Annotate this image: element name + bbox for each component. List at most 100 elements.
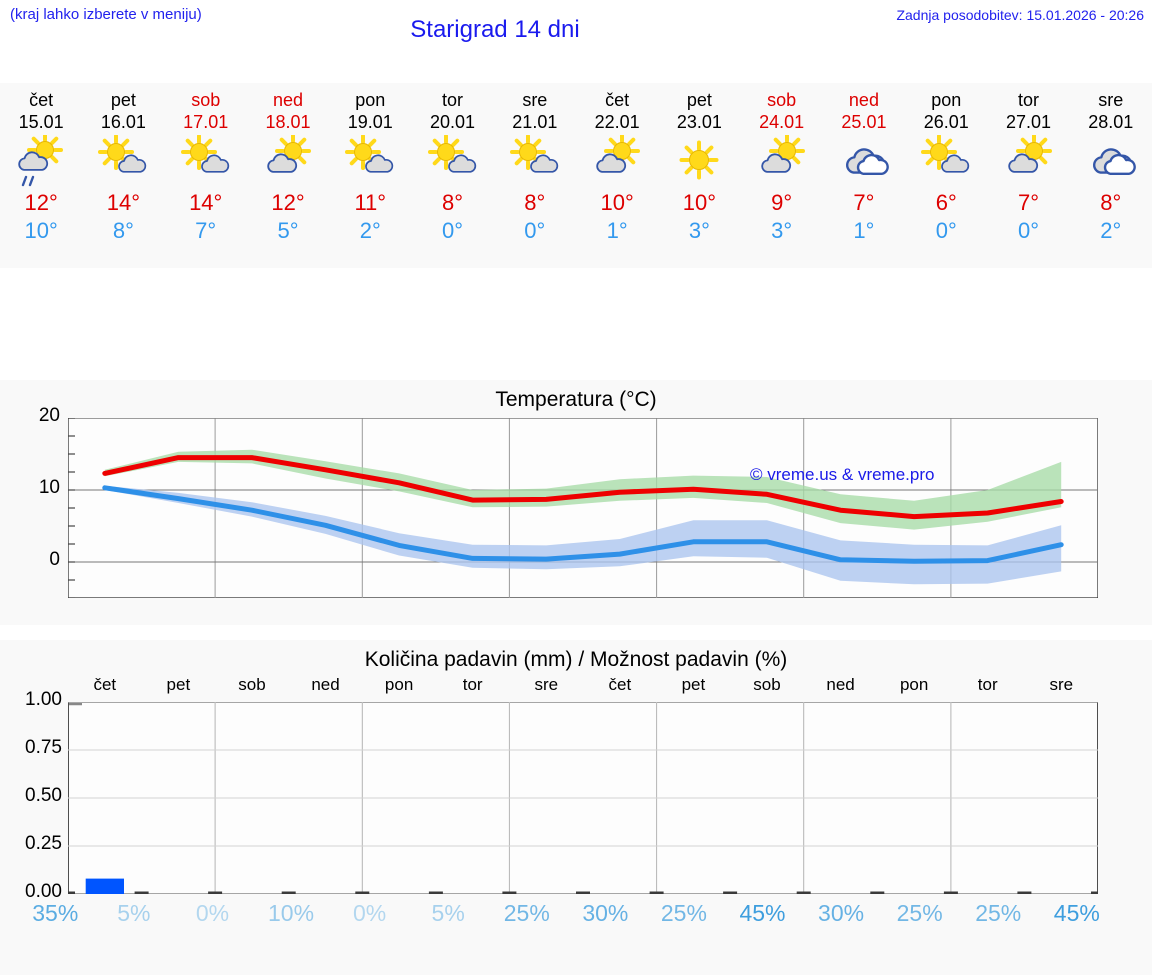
sun-cloud-icon [177,135,235,187]
temperature-y-tick-label: 20 [38,405,60,426]
min-temperature-value: 1° [606,218,628,243]
sun-cloud-icon [917,135,975,187]
precipitation-probability-value: 5% [117,900,151,926]
day-of-week-label: tor [1018,90,1040,110]
day-date-label: 16.01 [100,112,146,132]
min-temperature-value: 2° [359,218,381,243]
precipitation-y-tick-label: 0.50 [25,785,62,806]
temperature-chart: Temperatura (°C) 0 10 20 [0,380,1152,625]
temperature-band [104,449,1062,530]
precipitation-y-tick-label: 0.25 [25,833,62,854]
menu-hint-text: (kraj lahko izberete v meniju) [10,6,202,23]
max-temperature-value: 10° [682,190,717,215]
precipitation-day-label: pon [384,675,414,694]
cloud-sun-icon [588,135,646,187]
day-forecast-column[interactable]: sob 24.01 9° 3° [741,83,823,268]
day-forecast-column[interactable]: sre 28.01 8° 2° [1070,83,1152,268]
cloud-sun-icon [259,135,317,187]
day-forecast-column[interactable]: sre 21.01 8° 0° [494,83,576,268]
precipitation-day-labels: čet pet sob ned pon tor sre čet pet sob ned pon tor s… [68,675,1098,695]
precipitation-probability-value: 25% [896,900,943,926]
min-temperature-value: 0° [935,218,957,243]
day-forecast-column[interactable]: pet 23.01 10° 3° [658,83,740,268]
precipitation-probability-value: 45% [1053,900,1100,926]
cloud-sun-icon [753,135,811,187]
precipitation-probability-value: 0% [195,900,230,926]
precipitation-probability-value: 35% [32,900,79,926]
max-temperature-value: 9° [771,190,793,215]
day-of-week-label: pon [355,90,386,110]
precipitation-y-tick-label: 0.75 [25,737,62,758]
precipitation-probability-row: 35% 5% 0% 10% 0% 5% 25% 30% 25% 45% 30% 25% 25% 45% [16,900,1116,927]
precipitation-probability-value: 25% [503,900,550,926]
day-of-week-label: ned [272,90,303,110]
day-of-week-label: tor [442,90,464,110]
precipitation-day-label: tor [462,675,483,694]
sun-cloud-icon [94,135,152,187]
cloud-sun-icon [1000,135,1058,187]
day-of-week-label: pet [686,90,712,110]
precipitation-probability-value: 10% [268,900,315,926]
day-forecast-column[interactable]: pon 26.01 6° 0° [905,83,987,268]
max-temperature-value: 8° [524,190,546,215]
precipitation-chart: Količina padavin (mm) / Možnost padavin … [0,640,1152,975]
day-forecast-column[interactable]: tor 20.01 8° 0° [411,83,493,268]
page-header: (kraj lahko izberete v meniju) Starigrad… [0,0,1152,60]
day-forecast-column[interactable]: sob 17.01 14° 7° [165,83,247,268]
precipitation-day-label: sre [534,675,559,694]
precipitation-probability-value: 25% [660,900,707,926]
day-date-label: 17.01 [183,112,229,132]
max-temperature-value: 7° [1017,190,1040,215]
precipitation-day-label: pet [681,675,706,694]
day-forecast-column[interactable]: pon 19.01 11° 2° [329,83,411,268]
precipitation-chart-title: Količina padavin (mm) / Možnost padavin … [364,648,788,671]
max-temperature-value: 10° [600,190,634,215]
temperature-plot-area [68,418,1098,598]
min-temperature-value: 0° [442,218,464,243]
max-temperature-value: 8° [1100,190,1122,215]
min-temperature-value: 2° [1100,218,1122,243]
day-forecast-column[interactable]: ned 25.01 7° 1° [823,83,905,268]
day-date-label: 15.01 [18,112,64,132]
precipitation-day-label: pet [166,675,191,694]
precipitation-day-label: čet [608,675,632,694]
last-update-text: Zadnja posodobitev: 15.01.2026 - 20:26 [896,7,1144,23]
day-forecast-column[interactable]: tor 27.01 7° 0° [987,83,1069,268]
day-date-label: 21.01 [512,112,558,132]
precipitation-day-label: ned [826,675,855,694]
page-title: Starigrad 14 dni [410,16,580,43]
precipitation-day-label: sre [1049,675,1074,694]
day-forecast-column[interactable]: čet 15.01 12° 10° [0,83,82,268]
day-date-label: 24.01 [759,112,805,132]
max-temperature-value: 11° [354,190,387,215]
day-of-week-label: pon [931,90,962,110]
day-of-week-label: ned [848,90,879,110]
temperature-line [102,485,1064,564]
min-temperature-value: 3° [688,218,710,243]
min-temperature-value: 1° [853,218,875,243]
max-temperature-value: 14° [106,190,141,215]
day-forecast-column[interactable]: čet 22.01 10° 1° [576,83,658,268]
day-date-label: 25.01 [841,112,887,132]
precipitation-probability-value: 0% [352,900,387,926]
precipitation-probability-value: 30% [818,900,865,926]
precipitation-day-label: pon [899,675,929,694]
precipitation-y-tick-label: 0.00 [25,881,62,902]
max-temperature-value: 8° [442,190,464,215]
day-forecast-column[interactable]: ned 18.01 12° 5° [247,83,329,268]
day-date-label: 27.01 [1005,112,1052,132]
precipitation-day-label: tor [977,675,998,694]
sun-icon [670,135,728,187]
temperature-y-tick-label: 0 [49,549,60,570]
day-forecast-column[interactable]: pet 16.01 14° 8° [82,83,164,268]
day-of-week-label: čet [605,90,630,110]
cloud-icon [835,135,893,187]
day-date-label: 28.01 [1088,112,1134,132]
day-date-label: 23.01 [676,112,722,132]
min-temperature-value: 7° [195,218,217,243]
day-date-label: 18.01 [265,112,311,132]
precipitation-day-label: ned [311,675,340,694]
precipitation-probability-value: 25% [975,900,1022,926]
precipitation-day-label: čet [93,675,117,694]
